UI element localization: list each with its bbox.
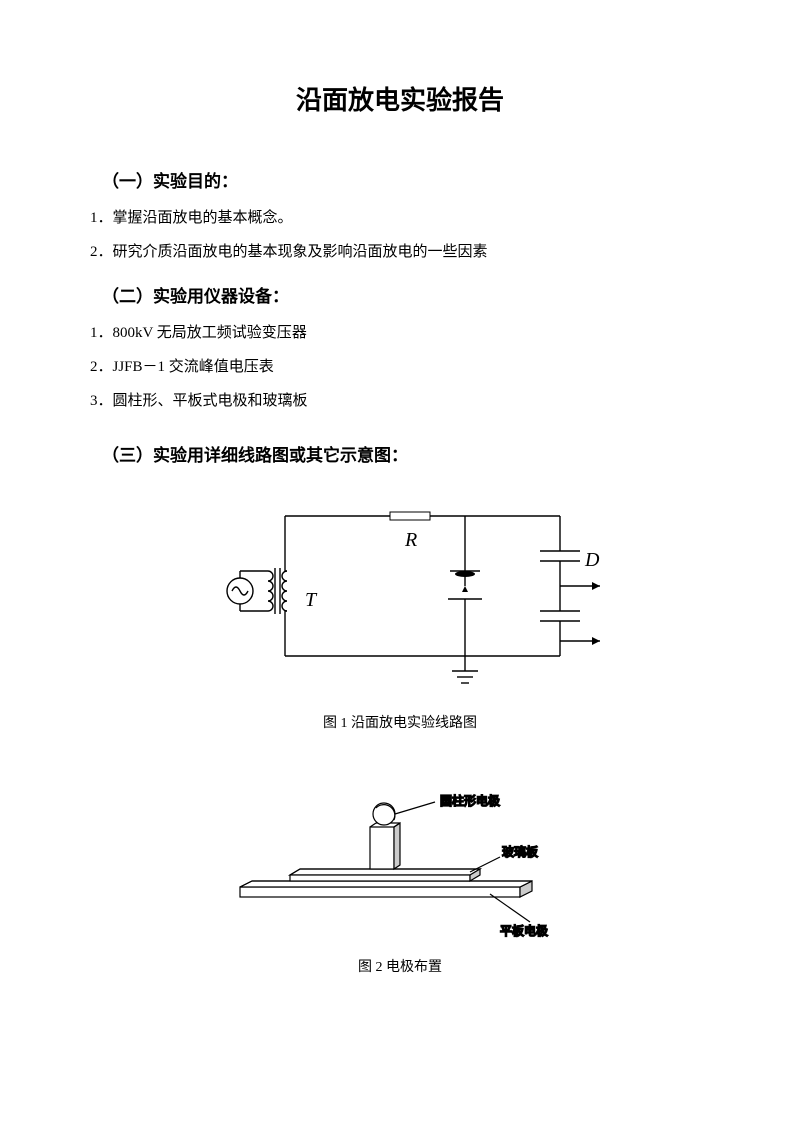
- section-1-item-2: 2．研究介质沿面放电的基本现象及影响沿面放电的一些因素: [90, 240, 710, 264]
- label-cylinder-electrode: 圆柱形电极: [440, 793, 501, 808]
- label-glass-plate: 玻璃板: [502, 844, 539, 859]
- label-T: T: [305, 589, 318, 611]
- figure-2: 圆柱形电极 玻璃板 平板电极 图 2 电极布置: [90, 772, 710, 976]
- figure-2-caption: 图 2 电极布置: [90, 956, 710, 976]
- page: 沿面放电实验报告 （一）实验目的： 1．掌握沿面放电的基本概念。 2．研究介质沿…: [0, 0, 800, 1131]
- label-D: D: [584, 549, 600, 571]
- section-2-heading: （二）实验用仪器设备：: [90, 282, 710, 307]
- report-title: 沿面放电实验报告: [90, 80, 710, 117]
- section-2-item-2: 2．JJFB－1 交流峰值电压表: [90, 355, 710, 379]
- figure-1: R T D 图 1 沿面放电实验线路图: [90, 496, 710, 732]
- section-1-heading: （一）实验目的：: [90, 167, 710, 192]
- section-2-item-1: 1．800kV 无局放工频试验变压器: [90, 321, 710, 345]
- section-1-item-1: 1．掌握沿面放电的基本概念。: [90, 206, 710, 230]
- label-flat-electrode: 平板电极: [500, 923, 549, 938]
- label-R: R: [404, 529, 417, 551]
- figure-1-caption: 图 1 沿面放电实验线路图: [90, 712, 710, 732]
- section-2-item-3: 3．圆柱形、平板式电极和玻璃板: [90, 389, 710, 413]
- section-3-heading: （三）实验用详细线路图或其它示意图：: [90, 441, 710, 466]
- circuit-diagram-svg: R T D: [190, 496, 610, 706]
- electrode-layout-svg: 圆柱形电极 玻璃板 平板电极: [180, 772, 620, 942]
